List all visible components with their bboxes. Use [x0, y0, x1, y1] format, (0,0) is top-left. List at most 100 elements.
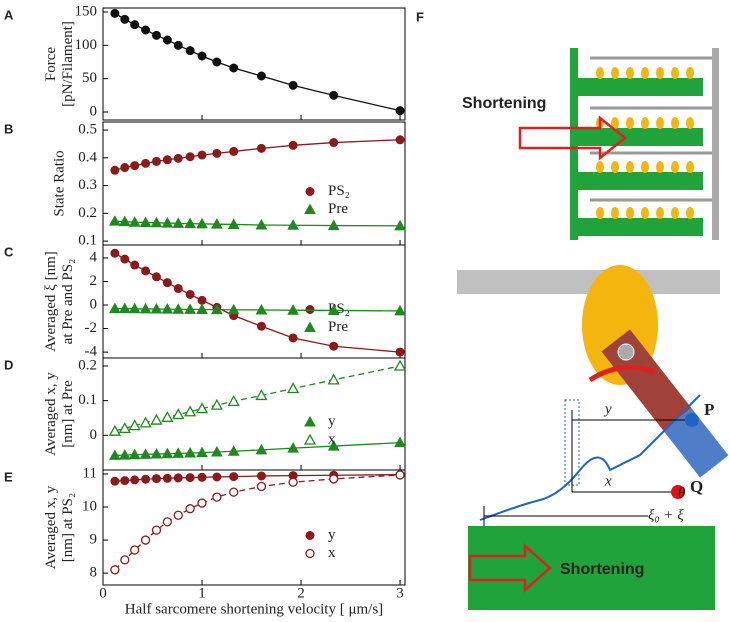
marker [184, 217, 196, 229]
marker [212, 492, 222, 502]
marker [173, 510, 183, 520]
marker [288, 333, 298, 343]
diagram: F Shortening [416, 9, 729, 610]
arrow [518, 115, 628, 161]
marker [162, 35, 172, 45]
y-tick-label: 150 [75, 3, 98, 19]
myosin-filament [468, 526, 715, 610]
x-tick-label: 1 [198, 585, 206, 601]
marker [197, 498, 207, 508]
marker [255, 443, 268, 455]
legend-marker [303, 433, 317, 445]
marker [395, 347, 405, 357]
arrow-label: Shortening [462, 95, 546, 112]
marker [210, 398, 223, 410]
y-axis-title: at Pre and PS₂ [60, 259, 76, 345]
fit-line [114, 365, 401, 432]
y-tick-label: 0.5 [78, 121, 97, 137]
legend-marker [305, 531, 315, 540]
legend-label: x [328, 431, 336, 447]
panel-label: B [4, 121, 13, 136]
marker [229, 63, 239, 73]
marker [162, 155, 172, 165]
marker [184, 405, 197, 417]
y-tick-label: 11 [83, 465, 97, 481]
marker [140, 535, 151, 545]
legend-marker [304, 415, 316, 427]
vector-label: x [604, 473, 612, 489]
point-label: Q [690, 477, 703, 496]
marker [329, 138, 339, 148]
marker [139, 448, 152, 459]
marker [394, 436, 406, 448]
rotation-arrow [588, 365, 656, 383]
marker [120, 254, 130, 264]
y-tick-label: 0 [90, 427, 98, 443]
lever-arm [663, 408, 729, 478]
marker [172, 408, 185, 420]
y-tick-label: -2 [85, 320, 98, 336]
y-axis-title: [nm] at PS₂ [60, 493, 76, 562]
y-axis-title: State Ratio [51, 150, 67, 216]
marker [185, 504, 195, 514]
marker [120, 476, 130, 486]
y-tick-label: 0.2 [78, 205, 97, 221]
marker [141, 474, 151, 484]
y-tick-label: 0.4 [78, 149, 97, 165]
y-axis-title: [nm] at Pre [60, 380, 76, 448]
plot-frame [102, 244, 406, 359]
legend-label: Pre [328, 319, 348, 335]
marker [118, 215, 131, 227]
marker [128, 302, 141, 314]
plot-frame [102, 469, 406, 586]
y-tick-label: 9 [90, 531, 98, 547]
marker [118, 422, 131, 434]
marker [393, 359, 407, 371]
marker [150, 413, 163, 425]
point [685, 413, 699, 427]
marker [227, 218, 240, 229]
y-tick-label: 0.1 [78, 233, 97, 249]
marker [197, 295, 207, 305]
marker [150, 448, 163, 459]
marker [197, 472, 207, 482]
marker [110, 565, 120, 575]
marker [141, 158, 151, 168]
marker [161, 217, 174, 228]
y-axis-title: Force [43, 47, 59, 81]
marker [395, 106, 405, 116]
y-tick-label: 0.3 [78, 177, 97, 193]
marker [288, 140, 298, 150]
marker [161, 447, 174, 459]
marker [130, 161, 140, 171]
marker [141, 25, 151, 35]
marker [229, 472, 239, 482]
z-disk [712, 48, 719, 240]
marker [197, 51, 207, 61]
marker [197, 150, 207, 160]
marker [120, 555, 130, 565]
marker [161, 410, 174, 422]
y-axis-title: Averaged ξ [nm] [43, 251, 59, 352]
y-tick-label: 8 [90, 565, 98, 581]
marker [227, 395, 240, 406]
marker [287, 304, 299, 315]
y-axis-title: Averaged x, y [43, 372, 59, 456]
spring [479, 394, 701, 521]
marker [287, 442, 299, 453]
marker [329, 90, 339, 100]
marker [110, 476, 120, 486]
marker [256, 481, 267, 492]
legend-marker [305, 548, 315, 559]
marker [196, 303, 208, 315]
marker [118, 449, 131, 460]
marker [256, 143, 266, 153]
marker [288, 477, 298, 487]
marker [161, 303, 174, 314]
marker [173, 284, 183, 294]
marker [287, 219, 299, 230]
marker [327, 373, 340, 385]
myosin-heads [596, 67, 694, 219]
marker [128, 216, 141, 227]
marker [185, 289, 195, 299]
